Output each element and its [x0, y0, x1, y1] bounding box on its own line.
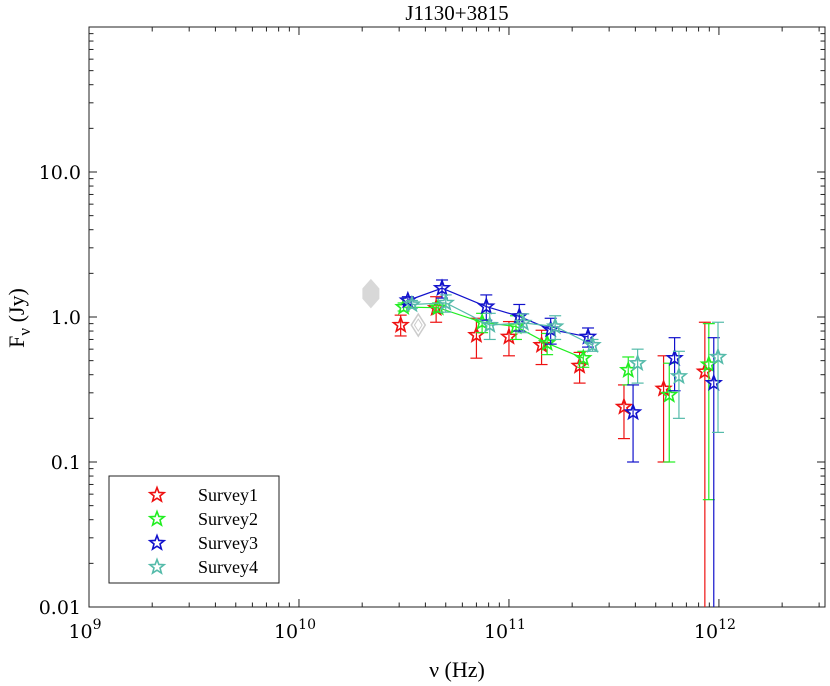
gray-diamond-open: [410, 312, 427, 338]
legend-label-survey3: Survey3: [198, 533, 258, 553]
y-tick-label: 0.1: [51, 452, 81, 474]
gray-diamond-filled: [362, 278, 380, 309]
legend-marker-survey4: [147, 557, 167, 575]
data-point: [436, 293, 456, 311]
legend-label-survey1: Survey1: [198, 485, 258, 505]
data-point: [574, 348, 593, 367]
x-tick-label-base: 10: [694, 621, 718, 643]
data-point: [537, 333, 557, 352]
data-point: [614, 397, 634, 415]
x-axis: 109 1010 1011 1012: [68, 27, 820, 643]
data-point: [704, 373, 724, 392]
x-tick-label: 1012: [694, 617, 736, 643]
legend-marker-survey1: [147, 485, 167, 503]
y-axis-label-sub: ν: [15, 328, 34, 336]
data-point: [628, 353, 647, 372]
data-point: [513, 313, 533, 331]
y-tick-label: 0.01: [39, 597, 81, 619]
data-point: [391, 315, 410, 333]
y-tick-label: 10.0: [39, 162, 81, 184]
x-tick-label-exponent: 12: [718, 617, 736, 633]
extra-markers: [362, 278, 427, 338]
data-point: [665, 348, 684, 367]
legend-label-survey4: Survey4: [198, 557, 258, 577]
data-point: [402, 294, 422, 313]
x-tick-label-exponent: 10: [298, 617, 316, 633]
x-tick-label-exponent: 9: [93, 617, 102, 633]
series-layer: [391, 278, 728, 607]
y-axis-label-main: F: [4, 336, 29, 348]
data-point: [708, 347, 728, 365]
data-point: [499, 327, 519, 345]
svg-text:Fν (Jy): Fν (Jy): [4, 288, 34, 348]
data-point: [583, 335, 602, 354]
x-axis-label: ν (Hz): [429, 657, 485, 682]
legend-marker-survey3: [147, 533, 167, 551]
x-tick-label: 1011: [484, 617, 526, 643]
data-point: [669, 366, 689, 385]
data-point: [428, 297, 448, 316]
y-axis-label: Fν (Jy): [4, 288, 34, 348]
data-point: [623, 402, 643, 421]
y-axis: 0.01 0.1 1.0 10.0: [39, 26, 825, 619]
y-axis-label-unit: (Jy): [4, 288, 29, 328]
legend: Survey1 Survey2 Survey3 Survey4: [108, 475, 280, 584]
data-point: [480, 315, 500, 333]
legend-label-survey2: Survey2: [198, 509, 258, 529]
series-survey4: [402, 293, 728, 434]
series-line: [403, 306, 584, 359]
x-tick-label: 1010: [274, 617, 316, 643]
data-point: [659, 385, 679, 403]
series-survey1: [391, 296, 715, 607]
data-point: [476, 296, 496, 315]
chart-title: J1130+3815: [405, 1, 508, 25]
series-line: [411, 302, 593, 346]
x-tick-label: 109: [68, 617, 101, 643]
gray-diamond-open-inner: [413, 318, 423, 333]
x-tick-label-base: 10: [68, 621, 92, 643]
data-point: [545, 316, 565, 335]
data-point: [432, 278, 452, 297]
x-tick-label-exponent: 11: [508, 617, 526, 633]
data-point: [570, 356, 589, 374]
y-tick-label: 1.0: [51, 307, 81, 329]
legend-marker-survey2: [147, 509, 167, 527]
legend-box: [108, 475, 280, 584]
x-tick-label-base: 10: [484, 621, 508, 643]
x-tick-label-base: 10: [274, 621, 298, 643]
